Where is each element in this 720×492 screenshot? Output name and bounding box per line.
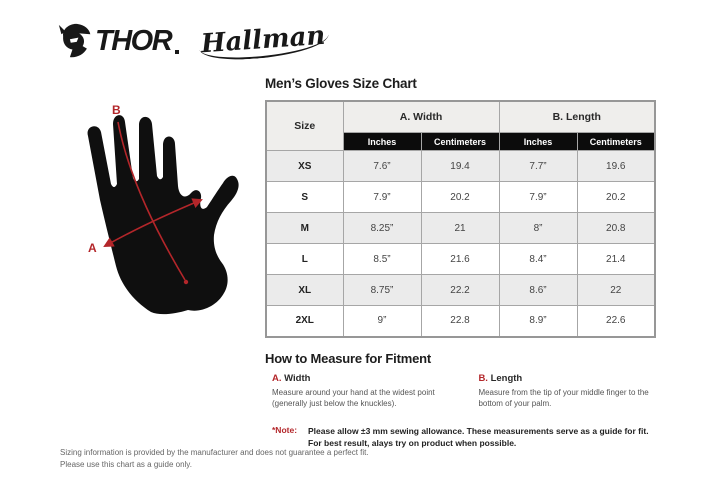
table-subheader-row: Inches Centimeters Inches Centimeters: [266, 132, 656, 151]
length-cm-cell: 22: [576, 274, 656, 306]
length-inches-cell: 7.9”: [498, 181, 578, 213]
fitment-columns: A. Width Measure around your hand at the…: [272, 373, 657, 410]
table-row-xl: XL 8.75” 22.2 8.6” 22: [265, 274, 656, 306]
width-cm-cell: 21: [420, 212, 500, 244]
measure-line-b-endpoint: [183, 279, 189, 285]
length-cm-cell: 19.6: [576, 150, 656, 182]
table-row-2xl: 2XL 9” 22.8 8.9” 22.6: [265, 305, 656, 337]
length-inches-cell: 8.6”: [498, 274, 578, 306]
fitment-note: *Note: Please allow ±3 mm sewing allowan…: [272, 425, 657, 451]
glove-diagram-svg: A B: [87, 103, 239, 315]
col-header-size: Size: [265, 100, 344, 151]
thor-trademark-dot: [175, 50, 180, 54]
fitment-width-word: Width: [284, 372, 311, 384]
table-row-xs: XS 7.6” 19.4 7.7” 19.6: [265, 150, 656, 182]
subheader-width-centimeters: Centimeters: [420, 132, 500, 151]
size-cell: L: [265, 243, 344, 275]
disclaimer-line-2: Please use this chart as a guide only.: [60, 460, 192, 470]
note-text: Please allow ±3 mm sewing allowance. The…: [308, 425, 649, 449]
fitment-length-word: Length: [490, 372, 523, 384]
note-label: *Note:: [272, 424, 298, 435]
table-row-s: S 7.9” 20.2 7.9” 20.2: [265, 181, 656, 213]
width-cm-cell: 22.2: [420, 274, 500, 306]
width-cm-cell: 20.2: [420, 181, 500, 213]
length-cm-cell: 20.2: [576, 181, 656, 213]
length-inches-cell: 8.9”: [498, 305, 578, 337]
length-inches-cell: 8.4”: [498, 243, 578, 275]
width-inches-cell: 9”: [342, 305, 422, 337]
brand-logos: THOR Hallman: [58, 19, 331, 63]
width-inches-cell: 7.9”: [342, 181, 422, 213]
hallman-logo: Hallman: [198, 19, 331, 63]
table-header-row: Size A. Width B. Length: [265, 100, 656, 151]
measure-label-a: A: [88, 241, 97, 255]
fitment-width-text: Measure around your hand at the widest p…: [272, 387, 435, 409]
length-cm-cell: 22.6: [576, 305, 656, 337]
fitment-width-instructions: A. Width Measure around your hand at the…: [272, 373, 466, 410]
fitment-title: How to Measure for Fitment: [265, 350, 431, 366]
width-inches-cell: 8.75”: [342, 274, 422, 306]
fitment-length-letter: B.: [478, 372, 488, 384]
size-table: Size A. Width B. Length Inches Centimete…: [265, 100, 657, 338]
length-cm-cell: 21.4: [576, 243, 656, 275]
fitment-width-letter: A.: [272, 372, 282, 384]
glove-measurement-diagram: A B: [55, 80, 265, 350]
width-inches-cell: 7.6”: [342, 150, 422, 182]
width-inches-cell: 8.5”: [342, 243, 422, 275]
glove-silhouette: [87, 115, 239, 315]
measure-line-a: [103, 198, 203, 248]
subheader-width-inches: Inches: [342, 132, 422, 151]
size-cell: XL: [265, 274, 344, 306]
width-cm-cell: 19.4: [420, 150, 500, 182]
subheader-length-inches: Inches: [498, 132, 578, 151]
length-cm-cell: 20.8: [576, 212, 656, 244]
fitment-length-heading: B. Length: [478, 373, 657, 384]
size-chart-content: Men’s Gloves Size Chart Size A. Width B.…: [265, 76, 657, 450]
width-cm-cell: 21.6: [420, 243, 500, 275]
thor-logo: THOR: [58, 22, 180, 60]
length-inches-cell: 7.7”: [498, 150, 578, 182]
width-cm-cell: 22.8: [420, 305, 500, 337]
width-inches-cell: 8.25”: [342, 212, 422, 244]
table-row-m: M 8.25” 21 8” 20.8: [265, 212, 656, 244]
size-cell: 2XL: [265, 305, 344, 337]
thor-helmet-icon: [58, 23, 91, 58]
measure-label-b: B: [112, 103, 121, 117]
col-header-length: B. Length: [498, 100, 656, 133]
fitment-width-heading: A. Width: [272, 373, 466, 384]
thor-wordmark: THOR: [95, 24, 173, 57]
size-cell: M: [265, 212, 344, 244]
fitment-length-instructions: B. Length Measure from the tip of your m…: [478, 373, 657, 410]
table-row-l: L 8.5” 21.6 8.4” 21.4: [265, 243, 656, 275]
page-title: Men’s Gloves Size Chart: [265, 76, 417, 91]
disclaimer: Sizing information is provided by the ma…: [60, 447, 369, 472]
size-cell: XS: [265, 150, 344, 182]
length-inches-cell: 8”: [498, 212, 578, 244]
subheader-length-centimeters: Centimeters: [576, 132, 656, 151]
disclaimer-line-1: Sizing information is provided by the ma…: [60, 448, 369, 457]
col-header-width: A. Width: [342, 100, 500, 133]
fitment-length-text: Measure from the tip of your middle fing…: [478, 387, 649, 409]
size-cell: S: [265, 181, 344, 213]
